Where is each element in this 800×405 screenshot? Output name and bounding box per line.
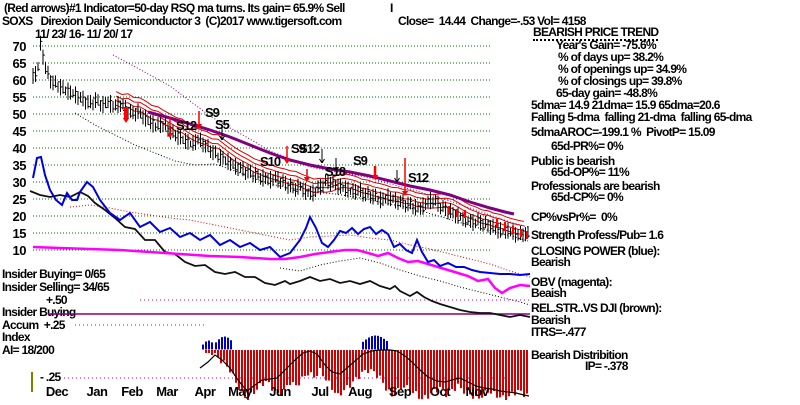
y-axis-label: 20 xyxy=(12,209,27,224)
x-axis-month: Sep xyxy=(388,384,412,399)
cp-vs-pr: CP%vsPr%= 0% xyxy=(531,210,618,224)
ai-count: AI= 18/200 xyxy=(2,343,55,357)
y-axis-label: 10 xyxy=(12,243,27,258)
y-axis-label: 25 xyxy=(12,192,27,207)
insider-buying-count: Insider Buying= 0/65 xyxy=(2,267,106,281)
y-axis-label: 40 xyxy=(12,141,27,156)
cp-65d: 65d-CP%= 0% xyxy=(551,190,624,204)
y-axis-label: 70 xyxy=(12,39,27,54)
indicator-headline: (Red arrows)#1 Indicator=50-day RSQ ma t… xyxy=(4,1,345,15)
closing-power-title: CLOSING POWER (blue): xyxy=(531,244,660,258)
op-65d: 65d-OP%= 11% xyxy=(551,165,630,179)
public-status: Public is bearish xyxy=(531,154,615,168)
x-axis-month: Apr xyxy=(194,384,216,399)
accum-plus25-label: Accum +.25 xyxy=(2,318,65,332)
x-axis-month: Mar xyxy=(156,384,178,399)
y-axis-label: 60 xyxy=(12,73,27,88)
x-axis-month: Feb xyxy=(121,384,143,399)
sell-signal-label: S9 xyxy=(353,153,368,168)
sell-signal-label: S12 xyxy=(176,118,197,133)
closings-up: % of closings up= 39.8% xyxy=(558,74,682,88)
openings-up: % of openings up= 34.9% xyxy=(558,62,687,76)
distribution-status: Bearish Distribition xyxy=(531,348,628,362)
insider-selling-count: Insider Selling= 34/65 xyxy=(2,280,110,294)
y-axis-label: 35 xyxy=(12,158,27,173)
sell-signal-label: S18 xyxy=(325,164,346,179)
pr-65d: 65d-PR%= 0% xyxy=(551,139,624,153)
quote-summary: Close= 14.44 Change=-.53 Vol= 4158 xyxy=(398,14,586,28)
y-axis-label: 55 xyxy=(12,90,27,105)
relstr-status: Bearish xyxy=(531,313,571,327)
relstr-title: REL.STR..VS DJI (brown): xyxy=(531,301,662,315)
date-range: 11/ 23/ 16- 11/ 20/ 17 xyxy=(35,27,133,41)
x-axis-month: Nov xyxy=(465,384,489,399)
days-up: % of days up= 38.2% xyxy=(558,50,664,64)
x-axis-month: Jul xyxy=(311,384,329,399)
sell-signal-label: S9 xyxy=(205,105,220,120)
years-gain: Year's Gain= -75.6% xyxy=(556,38,657,52)
minus25-label: - .25 xyxy=(40,370,61,384)
y-axis-label: 30 xyxy=(12,175,27,190)
aroc-pivot: 5dmaAROC=-199.1 % PivotP= 15.09 xyxy=(531,125,715,139)
dma-trends: Falling 5-dma falling 21-dma falling 65-… xyxy=(531,110,752,124)
sell-signal-label: S12 xyxy=(408,170,429,185)
x-axis-month: Dec xyxy=(45,384,69,399)
sell-signal-label: S5 xyxy=(215,117,230,132)
trend-headline: BEARISH PRICE TREND xyxy=(533,25,659,41)
x-axis-month: Jun xyxy=(269,384,291,399)
index-label: Index xyxy=(2,330,31,344)
x-axis-month: Oct xyxy=(429,384,451,399)
y-axis-label: 65 xyxy=(12,56,27,71)
dma-values: 5dma= 14.9 21dma= 15.9 65dma=20.6 xyxy=(531,98,720,112)
stray-mark: I xyxy=(390,1,393,15)
y-axis-label: 50 xyxy=(12,107,27,122)
itrs-value: ITRS=-.477 xyxy=(531,325,586,339)
insider-buying-title: Insider Buying xyxy=(2,305,76,319)
obv-status: Beaish xyxy=(531,286,567,300)
sell-signal-label: S12 xyxy=(299,141,320,156)
x-axis-month: Jan xyxy=(86,384,108,399)
strength-ratio: Strength Profess/Pub= 1.6 xyxy=(531,228,664,242)
y-axis-label: 45 xyxy=(12,124,27,139)
sell-signal-label: S9 xyxy=(291,141,306,156)
y-axis-label: 15 xyxy=(12,226,27,241)
closing-power-status: Bearish xyxy=(531,255,571,269)
x-axis-month: May xyxy=(228,384,252,399)
x-axis-month: Aug xyxy=(348,384,372,399)
gain-65day: 65-day gain= -48.8% xyxy=(556,86,658,100)
pros-status: Professionals are bearish xyxy=(531,179,660,193)
sell-signal-label: S10 xyxy=(260,154,281,169)
obv-title: OBV (magenta): xyxy=(531,275,613,289)
ticker-title: SOXS Direxion Daily Semiconductor 3 (C)2… xyxy=(2,14,342,28)
ip-value: IP= -.378 xyxy=(585,359,628,373)
plus50-label: +.50 xyxy=(46,293,68,307)
